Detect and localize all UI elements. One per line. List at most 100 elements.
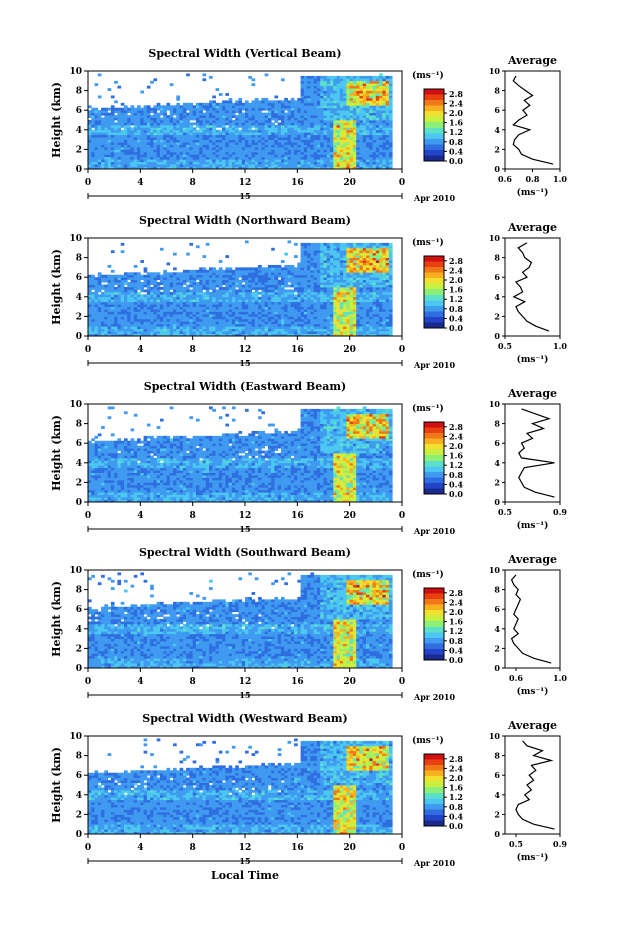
heatmap-cell bbox=[179, 316, 184, 320]
heatmap-cell bbox=[104, 274, 109, 278]
heatmap-cell bbox=[169, 326, 174, 330]
heatmap-cell bbox=[307, 100, 311, 104]
heatmap-cell bbox=[277, 159, 282, 163]
heatmap-cell bbox=[274, 318, 279, 322]
heatmap-cell bbox=[267, 269, 272, 273]
heatmap-cell bbox=[300, 127, 305, 131]
heatmap-cell bbox=[120, 294, 125, 298]
heatmap-cell bbox=[294, 132, 298, 136]
heatmap-cell bbox=[110, 164, 115, 167]
heatmap-cell bbox=[179, 326, 184, 330]
heatmap-cell bbox=[137, 166, 141, 170]
heatmap-cell bbox=[254, 318, 259, 322]
heatmap-cell bbox=[94, 159, 99, 163]
heatmap-cell bbox=[307, 151, 311, 155]
heatmap-cell bbox=[316, 159, 321, 163]
heatmap-cell bbox=[205, 316, 210, 320]
heatmap-cell bbox=[235, 127, 239, 131]
heatmap-cell bbox=[359, 115, 364, 118]
heatmap-cell bbox=[176, 139, 180, 143]
heatmap-cell bbox=[179, 120, 184, 123]
heatmap-cell bbox=[330, 294, 334, 298]
heatmap-cell bbox=[316, 144, 321, 148]
heatmap-cell bbox=[349, 149, 354, 153]
heatmap-cell bbox=[333, 154, 337, 158]
heatmap-cell bbox=[205, 146, 210, 150]
heatmap-cell bbox=[192, 311, 197, 315]
heatmap-cell bbox=[339, 97, 344, 101]
heatmap-cell bbox=[271, 166, 275, 170]
heatmap-cell bbox=[97, 149, 102, 153]
heatmap-cell bbox=[375, 134, 380, 138]
heatmap-cell bbox=[140, 294, 144, 298]
heatmap-cell bbox=[297, 309, 301, 312]
heatmap-cell bbox=[228, 296, 233, 300]
heatmap-cell bbox=[343, 129, 347, 133]
heatmap-cell bbox=[248, 326, 252, 330]
heatmap-cell bbox=[127, 127, 131, 131]
heatmap-cell bbox=[209, 269, 213, 273]
heatmap-cell bbox=[267, 296, 272, 300]
heatmap-cell bbox=[146, 316, 151, 320]
heatmap-cell bbox=[231, 129, 236, 133]
heatmap-cell bbox=[241, 274, 246, 278]
heatmap-cell bbox=[333, 164, 337, 167]
heatmap-cell bbox=[173, 151, 177, 155]
heatmap-cell bbox=[218, 93, 223, 96]
heatmap-cell bbox=[205, 159, 210, 163]
heatmap-cell bbox=[300, 284, 305, 288]
heatmap-cell bbox=[91, 149, 95, 153]
heatmap-cell bbox=[280, 301, 285, 305]
heatmap-cell bbox=[382, 95, 387, 99]
heatmap-cell bbox=[267, 117, 272, 121]
heatmap-cell bbox=[316, 107, 321, 111]
heatmap-cell bbox=[271, 311, 275, 315]
heatmap-cell bbox=[192, 166, 197, 170]
heatmap-cell bbox=[133, 144, 138, 148]
heatmap-cell bbox=[123, 326, 128, 330]
heatmap-cell bbox=[294, 323, 298, 327]
heatmap-cell bbox=[245, 127, 249, 131]
heatmap-cell bbox=[169, 110, 174, 114]
heatmap-cell bbox=[330, 105, 334, 109]
heatmap-cell bbox=[140, 296, 144, 300]
heatmap-cell bbox=[179, 284, 184, 288]
heatmap-cell bbox=[212, 95, 216, 99]
heatmap-cell bbox=[290, 129, 295, 133]
heatmap-cell bbox=[290, 137, 295, 140]
heatmap-cell bbox=[248, 166, 252, 170]
heatmap-cell bbox=[97, 331, 102, 334]
heatmap-cell bbox=[120, 289, 125, 293]
heatmap-cell bbox=[339, 134, 344, 138]
heatmap-cell bbox=[323, 242, 328, 246]
heatmap-cell bbox=[385, 124, 390, 128]
heatmap-cell bbox=[166, 115, 171, 118]
heatmap-cell bbox=[313, 260, 318, 263]
heatmap-cell bbox=[123, 161, 128, 165]
heatmap-cell bbox=[179, 166, 184, 170]
heatmap-cell bbox=[287, 156, 292, 160]
heatmap-cell bbox=[114, 289, 118, 293]
heatmap-cell bbox=[166, 323, 171, 327]
heatmap-cell bbox=[284, 122, 288, 126]
heatmap-cell bbox=[176, 166, 180, 170]
heatmap-cell bbox=[366, 159, 370, 163]
heatmap-cell bbox=[372, 90, 377, 94]
heatmap-cell bbox=[189, 333, 194, 337]
heatmap-cell bbox=[189, 156, 194, 160]
heatmap-cell bbox=[330, 142, 334, 145]
heatmap-cell bbox=[313, 311, 318, 315]
heatmap-cell bbox=[297, 289, 301, 293]
heatmap-cell bbox=[326, 260, 331, 263]
heatmap-cell bbox=[251, 269, 256, 273]
heatmap-cell bbox=[316, 252, 321, 256]
heatmap-cell bbox=[117, 154, 122, 158]
heatmap-cell bbox=[120, 129, 125, 133]
heatmap-cell bbox=[280, 105, 285, 109]
heatmap-cell bbox=[313, 151, 318, 155]
heatmap-cell bbox=[163, 289, 167, 293]
heatmap-cell bbox=[101, 161, 105, 165]
heatmap-cell bbox=[359, 97, 364, 101]
heatmap-cell bbox=[294, 120, 298, 123]
heatmap-cell bbox=[274, 311, 279, 315]
